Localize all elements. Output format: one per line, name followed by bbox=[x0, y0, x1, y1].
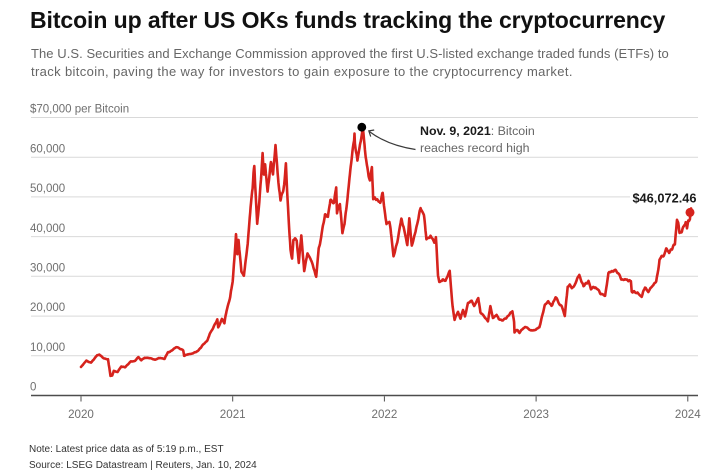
svg-text:40,000: 40,000 bbox=[30, 223, 65, 235]
svg-text:20,000: 20,000 bbox=[30, 302, 65, 314]
svg-text:$46,072.46: $46,072.46 bbox=[632, 191, 696, 206]
svg-text:30,000: 30,000 bbox=[30, 263, 65, 275]
svg-text:$70,000 per Bitcoin: $70,000 per Bitcoin bbox=[30, 103, 129, 115]
svg-text:2021: 2021 bbox=[220, 408, 246, 421]
svg-text:2024: 2024 bbox=[675, 408, 701, 421]
svg-text:2022: 2022 bbox=[372, 408, 398, 421]
svg-text:50,000: 50,000 bbox=[30, 183, 65, 195]
svg-text:2023: 2023 bbox=[523, 408, 549, 421]
svg-text:10,000: 10,000 bbox=[30, 342, 65, 354]
svg-text:2020: 2020 bbox=[68, 408, 94, 421]
svg-text:0: 0 bbox=[30, 382, 36, 394]
svg-text:reaches record high: reaches record high bbox=[420, 141, 530, 155]
svg-text:60,000: 60,000 bbox=[30, 143, 65, 155]
svg-text:Nov. 9, 2021: Bitcoin: Nov. 9, 2021: Bitcoin bbox=[420, 124, 535, 138]
